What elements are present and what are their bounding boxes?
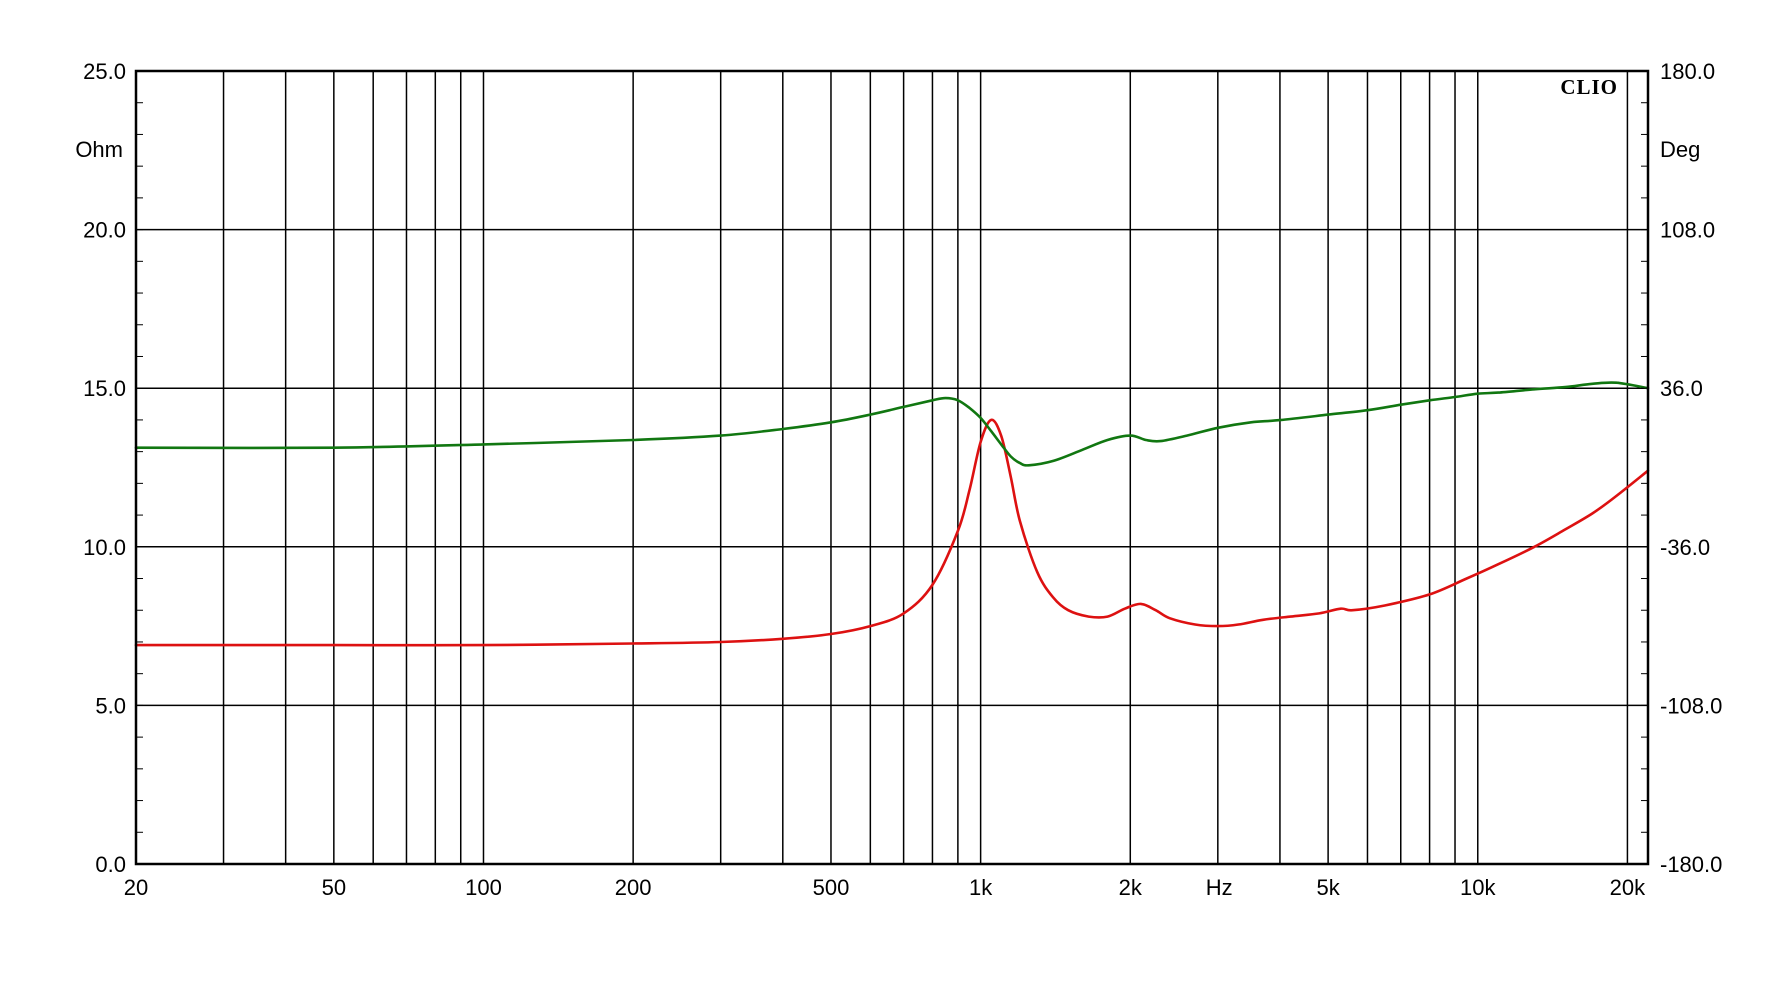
x-axis-unit-label: Hz	[1206, 875, 1233, 900]
left-axis-tick-label: 5.0	[95, 693, 126, 718]
x-axis-tick-label: 500	[813, 875, 850, 900]
right-axis-tick-label: -36.0	[1660, 535, 1710, 560]
plot-frame	[134, 69, 1650, 866]
right-axis-tick-label: -180.0	[1660, 852, 1722, 877]
right-axis-tick-label: 36.0	[1660, 376, 1703, 401]
left-axis-unit-label: Ohm	[75, 137, 123, 162]
x-axis-tick-label: 50	[322, 875, 346, 900]
clio-brand-label: CLIO	[1560, 75, 1618, 99]
x-axis-tick-label: 1k	[969, 875, 993, 900]
left-axis-tick-label: 20.0	[83, 218, 126, 243]
x-axis-tick-label: 10k	[1460, 875, 1496, 900]
chart-series	[134, 381, 1650, 647]
x-axis-tick-label: 20k	[1610, 875, 1646, 900]
left-axis-tick-label: 10.0	[83, 535, 126, 560]
chart-grid	[135, 70, 1648, 865]
x-axis-tick-label: 20	[124, 875, 148, 900]
left-axis-tick-label: 15.0	[83, 376, 126, 401]
impedance-curve	[134, 418, 1650, 647]
chart-tick-marks	[136, 70, 1648, 865]
x-axis-tick-label: 100	[465, 875, 502, 900]
right-axis-unit-label: Deg	[1660, 137, 1700, 162]
left-axis-tick-label: 0.0	[95, 852, 126, 877]
x-axis-tick-label: 2k	[1119, 875, 1143, 900]
right-axis-tick-label: 180.0	[1660, 59, 1715, 84]
left-axis-tick-label: 25.0	[83, 59, 126, 84]
x-axis-tick-label: 200	[615, 875, 652, 900]
x-axis-tick-label: 5k	[1316, 875, 1340, 900]
right-axis-tick-label: 108.0	[1660, 218, 1715, 243]
right-axis-tick-label: -108.0	[1660, 693, 1722, 718]
phase-curve	[134, 381, 1650, 467]
chart-labels: 0.0 5.0 10.0 15.0 20.0 25.0 -180.0 -108.0 -36.0 3…	[75, 59, 1722, 900]
